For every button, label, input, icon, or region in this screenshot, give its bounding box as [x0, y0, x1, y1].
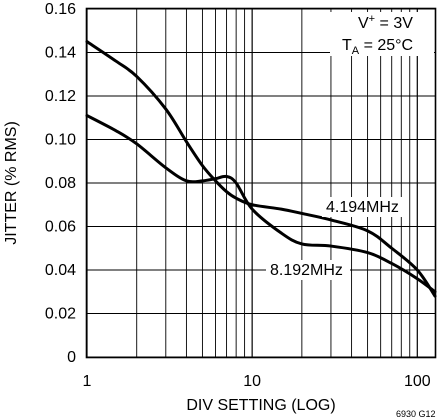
y-tick-label: 0 — [67, 349, 76, 366]
y-tick-labels: 0 0.02 0.04 0.06 0.08 0.10 0.12 0.14 0.16 — [45, 1, 76, 366]
series-line-4194mhz — [85, 40, 437, 298]
x-tick-label: 10 — [243, 373, 261, 390]
supply-superscript: + — [369, 13, 375, 25]
temp-value: = 25°C — [359, 37, 413, 54]
y-tick-label: 0.10 — [45, 132, 76, 149]
y-tick-label: 0.08 — [45, 175, 76, 192]
grid — [86, 8, 435, 358]
series-lines — [85, 40, 437, 298]
x-tick-label: 1 — [83, 373, 92, 390]
series-line-8192mhz — [85, 114, 437, 294]
figure-code: 6930 G12 — [396, 409, 436, 419]
y-tick-label: 0.12 — [45, 88, 76, 105]
series-label-4194mhz: 4.194MHz — [326, 199, 399, 216]
y-tick-label: 0.04 — [45, 262, 76, 279]
series-label-8192mhz: 8.192MHz — [270, 262, 343, 279]
x-tick-label: 100 — [404, 373, 431, 390]
series-label-2-background — [266, 260, 350, 280]
supply-voltage-label: V+ = 3V — [358, 13, 413, 32]
temp-subscript: A — [352, 45, 360, 57]
x-axis-title: DIV SETTING (LOG) — [186, 397, 335, 414]
y-tick-label: 0.16 — [45, 1, 76, 18]
temp-symbol: T — [342, 37, 352, 54]
y-axis-title: JITTER (% RMS) — [3, 121, 20, 245]
y-tick-label: 0.02 — [45, 306, 76, 323]
supply-symbol: V — [358, 15, 369, 32]
y-tick-label: 0.06 — [45, 219, 76, 236]
supply-value: = 3V — [375, 15, 413, 32]
conditions-box-background — [330, 12, 434, 56]
temperature-label: TA = 25°C — [342, 37, 413, 57]
plot-frame — [85, 7, 437, 359]
x-tick-labels: 1 10 100 — [83, 373, 431, 390]
y-tick-label: 0.14 — [45, 45, 76, 62]
series-label-1-background — [322, 197, 408, 217]
